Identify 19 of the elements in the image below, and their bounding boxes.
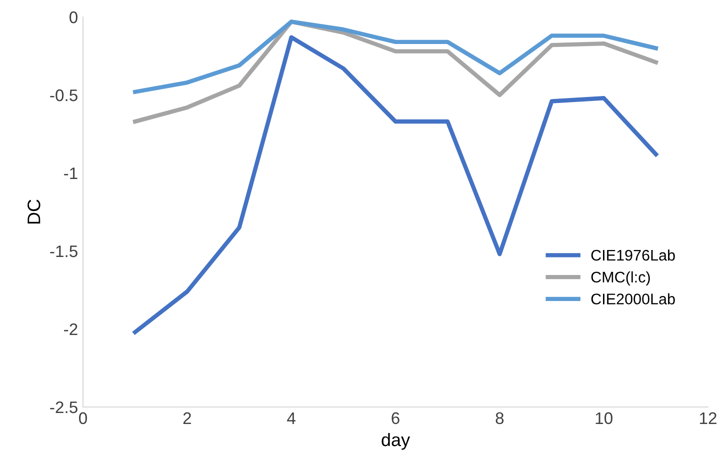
legend-label: CMC(l:c)	[591, 271, 650, 286]
y-tick-label: 0	[70, 11, 78, 24]
x-tick-label: 4	[287, 412, 296, 424]
legend-label: CIE2000Lab	[591, 293, 675, 304]
legend-label: CIE1976Lab	[591, 249, 675, 261]
line-series	[133, 20, 658, 94]
y-tick-label: -0.5	[50, 89, 78, 102]
x-tick-label: 6	[392, 412, 400, 424]
y-tick-label: -1	[64, 168, 78, 180]
x-axis-title: day	[382, 432, 410, 450]
x-tick-label: 10	[596, 412, 612, 424]
y-axis-title: DC	[28, 200, 40, 224]
x-tick-label: 0	[79, 412, 87, 424]
y-tick-label: -1.5	[50, 246, 78, 258]
x-tick-label: 8	[496, 412, 504, 424]
x-tick-label: 12	[700, 412, 716, 424]
x-tick-label: 2	[183, 412, 191, 424]
y-tick-label: -2.5	[50, 401, 78, 414]
y-tick-label: -2	[64, 323, 78, 336]
